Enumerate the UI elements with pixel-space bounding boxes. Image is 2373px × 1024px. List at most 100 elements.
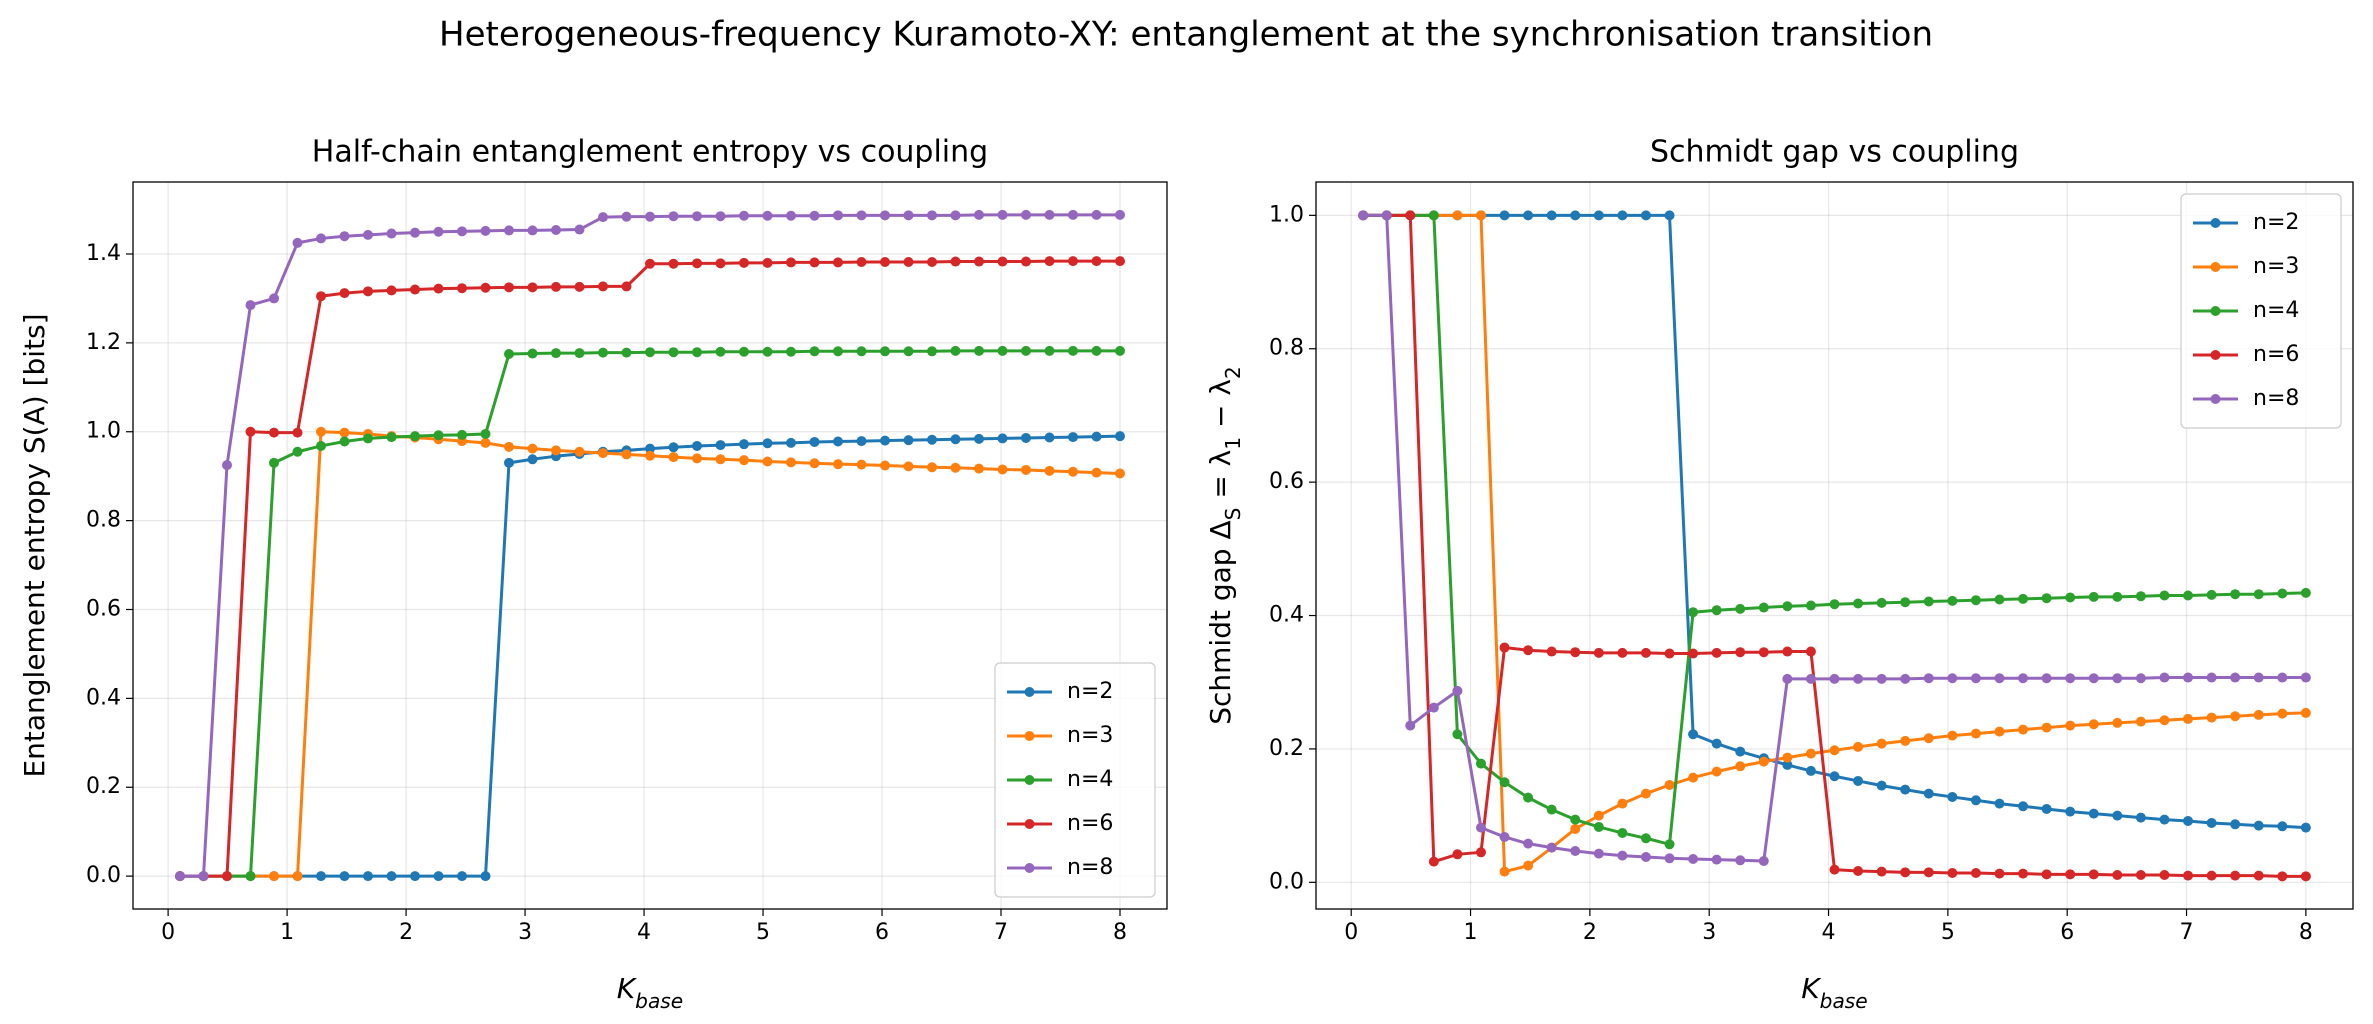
point <box>2112 810 2123 821</box>
point <box>2159 715 2170 726</box>
point <box>2088 719 2099 730</box>
point <box>2206 672 2217 683</box>
point <box>645 211 655 222</box>
point <box>692 211 702 222</box>
label-part: = λ <box>1204 450 1237 508</box>
label-part: K <box>1801 972 1822 1005</box>
point <box>950 256 961 267</box>
point <box>1499 866 1510 877</box>
point <box>245 426 256 437</box>
point <box>527 225 538 236</box>
point <box>1640 833 1651 844</box>
point <box>997 256 1008 267</box>
axes-frame <box>132 181 1168 910</box>
point <box>2300 871 2311 882</box>
legend-label: n=4 <box>1067 767 1113 792</box>
point <box>457 429 467 440</box>
label-part: Schmidt gap Δ <box>1204 520 1237 724</box>
point <box>316 291 326 302</box>
point <box>1735 855 1746 866</box>
point <box>1068 209 1078 220</box>
point <box>856 256 867 267</box>
point <box>1593 848 1604 859</box>
point <box>292 446 303 457</box>
x-tick-label: 8 <box>2299 920 2313 945</box>
point <box>386 871 397 882</box>
point <box>598 347 608 358</box>
point <box>1711 766 1722 777</box>
point <box>457 283 467 294</box>
point <box>2065 592 2076 603</box>
point <box>2159 869 2170 880</box>
point <box>809 210 820 221</box>
point <box>739 210 749 221</box>
point <box>927 346 937 357</box>
label-part: − λ <box>1204 379 1237 437</box>
point <box>1428 702 1439 713</box>
point <box>222 871 232 882</box>
point <box>598 212 608 223</box>
x-tick-label: 7 <box>994 920 1008 945</box>
point <box>504 457 514 468</box>
point <box>1688 772 1699 783</box>
label-part: Entanglement entropy S(A) [bits] <box>18 313 51 777</box>
subscript: base <box>635 989 683 1013</box>
point <box>2277 821 2288 832</box>
point <box>1091 431 1102 442</box>
point <box>950 345 961 356</box>
point <box>1923 673 1934 684</box>
point <box>692 347 702 358</box>
point <box>2206 712 2217 723</box>
point <box>2206 870 2217 881</box>
point <box>1782 752 1793 763</box>
x-axis-label: Kbase <box>617 972 683 1013</box>
legend-marker <box>1024 863 1035 873</box>
point <box>997 433 1008 444</box>
point <box>2183 672 2194 683</box>
point <box>2112 717 2123 728</box>
point <box>645 443 655 454</box>
point <box>1091 345 1102 356</box>
point <box>1523 838 1534 849</box>
point <box>762 210 773 221</box>
point <box>1758 602 1769 613</box>
point <box>1805 765 1816 776</box>
point <box>339 427 350 438</box>
point <box>2230 672 2241 683</box>
point <box>1688 729 1699 740</box>
point <box>1593 647 1604 658</box>
point <box>1381 210 1392 221</box>
point <box>1900 735 1911 746</box>
point <box>2041 673 2052 684</box>
point <box>1994 673 2005 684</box>
point <box>292 427 303 438</box>
point <box>1970 795 1981 806</box>
point <box>2135 812 2146 823</box>
point <box>880 256 890 267</box>
point <box>1900 867 1911 878</box>
y-tick-label: 1.0 <box>86 419 121 444</box>
point <box>1068 345 1078 356</box>
point <box>692 258 702 269</box>
point <box>1405 720 1416 731</box>
point <box>2135 869 2146 880</box>
point <box>504 282 514 293</box>
point <box>198 871 209 882</box>
point <box>2183 590 2194 601</box>
point <box>2277 672 2288 683</box>
point <box>1735 746 1746 757</box>
x-tick-label: 4 <box>637 920 651 945</box>
point <box>1044 465 1055 476</box>
point <box>2112 673 2123 684</box>
point <box>1782 759 1793 770</box>
point <box>433 283 444 294</box>
point <box>1664 779 1675 790</box>
point <box>1475 210 1486 221</box>
point <box>269 427 279 438</box>
point <box>2041 803 2052 814</box>
point <box>1853 775 1864 786</box>
point <box>2253 870 2264 881</box>
point <box>1805 748 1816 759</box>
